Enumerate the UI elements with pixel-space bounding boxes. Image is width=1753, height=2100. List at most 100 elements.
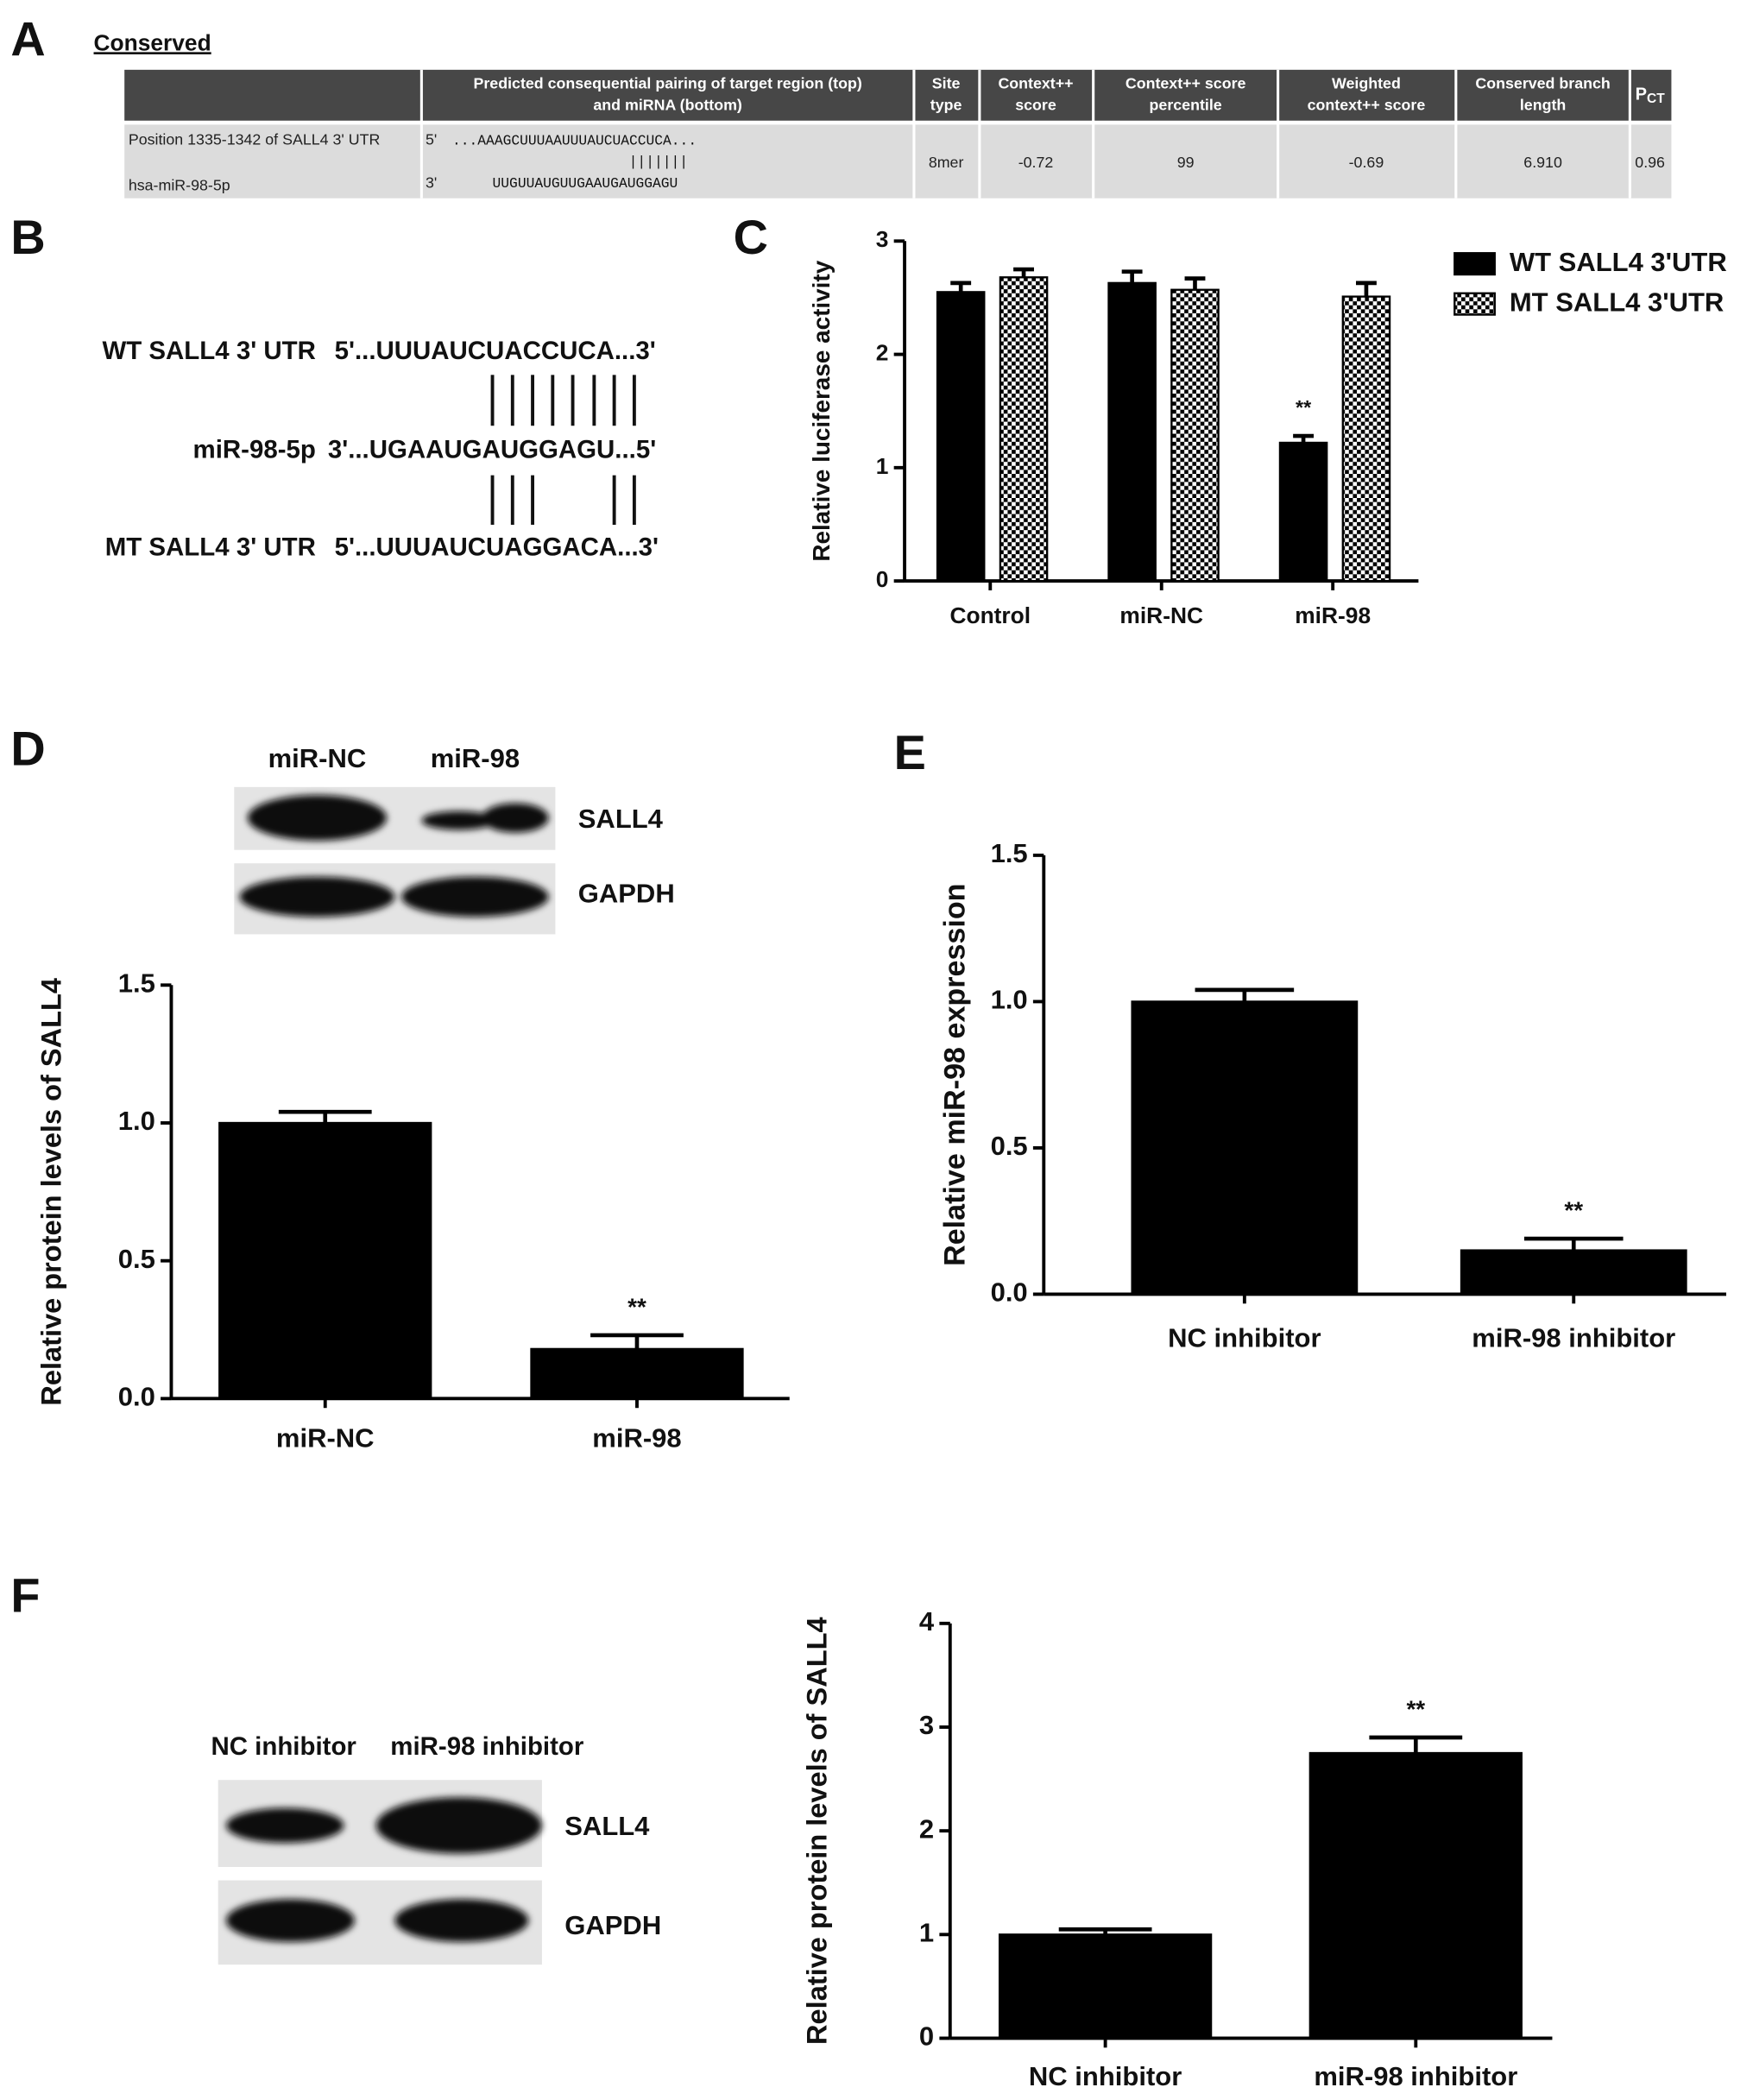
lane-label: miR-98 inhibitor bbox=[390, 1732, 584, 1761]
table-cell: 0.96 bbox=[1635, 154, 1665, 171]
table-header: Conserved branch bbox=[1475, 75, 1610, 92]
bar bbox=[1107, 281, 1157, 583]
error-bar bbox=[1184, 276, 1206, 290]
y-tick-label: 1.5 bbox=[991, 838, 1028, 868]
table-cell: Position 1335-1342 of SALL4 3' UTR bbox=[129, 131, 381, 148]
error-bar bbox=[590, 1333, 684, 1349]
error-bar bbox=[1058, 1927, 1152, 1935]
error-bar bbox=[1356, 281, 1377, 297]
y-tick-label: 3 bbox=[919, 1710, 934, 1740]
table-row-bg bbox=[124, 124, 1672, 199]
table-header: Weighted bbox=[1332, 75, 1401, 92]
y-tick-label: 1.0 bbox=[118, 1106, 155, 1136]
y-tick-label: 2 bbox=[919, 1813, 934, 1844]
seq-label: WT SALL4 3' UTR bbox=[102, 337, 315, 365]
table-header: length bbox=[1520, 96, 1566, 113]
pct-main: P bbox=[1636, 85, 1647, 104]
y-axis-label: Relative luciferase activity bbox=[808, 260, 835, 561]
x-tick-label: NC inhibitor bbox=[1029, 2061, 1182, 2091]
bar bbox=[1131, 1000, 1359, 1296]
y-tick-label: 0.0 bbox=[118, 1382, 155, 1412]
bar bbox=[218, 1121, 432, 1400]
table-header: Context++ score bbox=[1126, 75, 1246, 92]
legend-label: MT SALL4 3'UTR bbox=[1510, 287, 1724, 317]
seq: 5'...UUUAUCUACCUCA...3' bbox=[335, 337, 656, 365]
table-header: and miRNA (bottom) bbox=[593, 96, 742, 113]
x-tick-label: miR-NC bbox=[1119, 602, 1203, 628]
y-tick-label: 0 bbox=[919, 2021, 934, 2052]
x-tick-label: miR-98 inhibitor bbox=[1314, 2061, 1517, 2091]
table-cell: 5' bbox=[426, 131, 437, 148]
protein-label: GAPDH bbox=[564, 1910, 661, 1940]
annotation: ** bbox=[1564, 1196, 1583, 1223]
table-cell: 8mer bbox=[929, 154, 964, 171]
lane-label: miR-NC bbox=[268, 743, 367, 773]
seq-label: miR-98-5p bbox=[193, 435, 316, 464]
y-tick-label: 2 bbox=[876, 340, 889, 366]
x-tick-label: miR-98 bbox=[1295, 602, 1371, 628]
lane-label: miR-98 bbox=[431, 743, 520, 773]
legend-swatch bbox=[1453, 292, 1496, 316]
y-axis-label: Relative protein levels of SALL4 bbox=[36, 978, 67, 1406]
bar bbox=[1278, 441, 1328, 583]
table-cell: 3' bbox=[426, 173, 437, 191]
bar bbox=[999, 276, 1049, 583]
error-bar bbox=[1121, 269, 1143, 283]
table-cell: 6.910 bbox=[1523, 154, 1562, 171]
y-tick-label: 3 bbox=[876, 226, 889, 252]
pct-sub: CT bbox=[1647, 91, 1665, 106]
sequence-diagram: WT SALL4 3' UTR 5'...UUUAUCUACCUCA...3' … bbox=[102, 337, 659, 562]
table: Predicted consequential pairing of targe… bbox=[124, 69, 1672, 199]
y-tick-label: 4 bbox=[919, 1606, 935, 1636]
error-bar bbox=[278, 1109, 372, 1123]
annotation: ** bbox=[1296, 396, 1312, 419]
error-bar bbox=[1523, 1236, 1624, 1251]
seq-label: MT SALL4 3' UTR bbox=[105, 533, 316, 562]
seq: 3'...UGAAUGAUGGAGU...5' bbox=[328, 435, 656, 464]
error-bar bbox=[1013, 267, 1034, 278]
annotation: ** bbox=[1406, 1695, 1425, 1722]
table-header: context++ score bbox=[1308, 96, 1426, 113]
error-bar bbox=[1293, 433, 1315, 443]
table-header: PCT bbox=[1636, 85, 1666, 106]
western-blot: NC inhibitor miR-98 inhibitor SALL4 GAPD… bbox=[211, 1732, 661, 1965]
y-tick-label: 1 bbox=[919, 1917, 934, 1947]
y-tick-label: 0.5 bbox=[118, 1244, 155, 1274]
seq: 5'...UUUAUCUAGGACA...3' bbox=[335, 533, 659, 562]
table-cell: UUGUUAUGUUGAAUGAUGGAGU bbox=[493, 175, 678, 192]
table-header: type bbox=[930, 96, 962, 113]
y-axis-label: Relative miR-98 expression bbox=[939, 883, 972, 1265]
table-header: score bbox=[1015, 96, 1056, 113]
panel-label: C bbox=[734, 210, 768, 264]
protein-label: SALL4 bbox=[564, 1811, 650, 1841]
table-title: Conserved bbox=[94, 29, 211, 55]
panel-label: D bbox=[10, 721, 45, 775]
y-tick-label: 1 bbox=[876, 453, 889, 479]
annotation: ** bbox=[627, 1293, 646, 1320]
table-header: percentile bbox=[1150, 96, 1222, 113]
table-header: Site bbox=[932, 75, 961, 92]
legend-label: WT SALL4 3'UTR bbox=[1510, 247, 1727, 277]
y-tick-label: 1.0 bbox=[991, 985, 1028, 1015]
bar bbox=[1460, 1249, 1687, 1296]
error-bar bbox=[950, 281, 972, 293]
table-header-bg bbox=[124, 69, 1672, 121]
legend-swatch bbox=[1453, 252, 1496, 276]
panel-label: A bbox=[10, 12, 45, 66]
y-tick-label: 0.5 bbox=[991, 1131, 1028, 1161]
x-tick-label: miR-98 inhibitor bbox=[1472, 1322, 1675, 1353]
table-header: Context++ bbox=[998, 75, 1073, 92]
y-tick-label: 0 bbox=[876, 566, 889, 592]
western-blot: miR-NC miR-98 SALL4 GAPDH bbox=[234, 743, 675, 935]
x-tick-label: Control bbox=[949, 602, 1031, 628]
bar bbox=[1170, 288, 1220, 583]
bar bbox=[530, 1347, 744, 1400]
x-tick-label: miR-NC bbox=[276, 1423, 375, 1454]
bar bbox=[936, 291, 986, 583]
bar bbox=[1308, 1751, 1523, 2040]
protein-label: GAPDH bbox=[578, 879, 675, 909]
table-cell: -0.69 bbox=[1349, 154, 1384, 171]
y-axis-label: Relative protein levels of SALL4 bbox=[801, 1617, 832, 2045]
pairing-lines bbox=[490, 375, 636, 525]
